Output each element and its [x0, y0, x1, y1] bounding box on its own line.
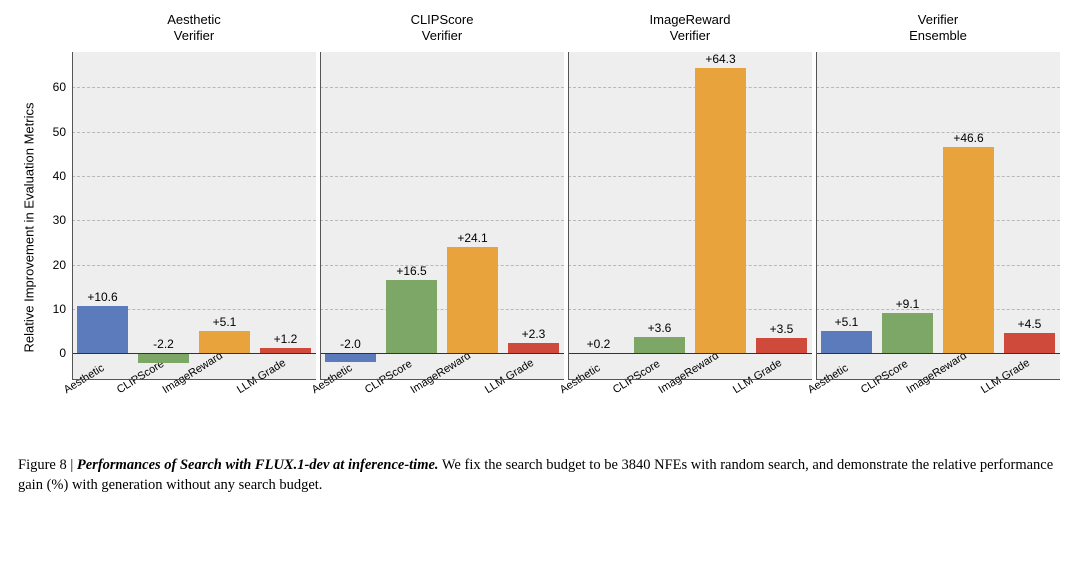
- bar: [325, 353, 375, 362]
- bar: [386, 280, 436, 353]
- plot-area: -2.0 +16.5 +24.1 +2.3: [320, 52, 564, 380]
- panel-title: ImageRewardVerifier: [568, 12, 812, 48]
- x-axis-spine: [320, 379, 564, 380]
- bar-value-label: +16.5: [396, 264, 426, 278]
- bar-value-label: +3.5: [770, 322, 794, 336]
- zero-line: [816, 353, 1060, 354]
- bar-value-label: +5.1: [213, 315, 237, 329]
- bar: [756, 338, 806, 354]
- y-tick-label: 60: [53, 80, 66, 94]
- bar-value-label: +3.6: [648, 321, 672, 335]
- panel: CLIPScoreVerifier -2.0 +16.5 +24.1 +2.3 Aesth…: [318, 12, 566, 442]
- y-axis-label: Relative Improvement in Evaluation Metri…: [22, 102, 37, 352]
- y-tick-label: 10: [53, 302, 66, 316]
- y-tick-label: 20: [53, 258, 66, 272]
- bar-value-label: +5.1: [835, 315, 859, 329]
- y-axis-spine: [72, 52, 73, 380]
- caption-figure-label: Figure 8: [18, 457, 67, 473]
- bar: [77, 306, 127, 353]
- panel: VerifierEnsemble +5.1 +9.1 +46.6 +4.5 Aesthet…: [814, 12, 1062, 442]
- bar: [1004, 333, 1054, 353]
- panel: ImageRewardVerifier +0.2 +3.6 +64.3 +3.5 Aest…: [566, 12, 814, 442]
- bar: [508, 343, 558, 353]
- panel: AestheticVerifier +10.6 -2.2 +5.1 +1.2 Aesthe…: [70, 12, 318, 442]
- plot-area: +5.1 +9.1 +46.6 +4.5: [816, 52, 1060, 380]
- panels-row: AestheticVerifier +10.6 -2.2 +5.1 +1.2 Aesthe…: [70, 12, 1062, 442]
- x-axis-spine: [568, 379, 812, 380]
- bar: [138, 353, 188, 363]
- bar: [943, 147, 993, 354]
- bar-value-label: +2.3: [522, 327, 546, 341]
- bar-value-label: +64.3: [705, 52, 735, 66]
- plot-area: +0.2 +3.6 +64.3 +3.5: [568, 52, 812, 380]
- bar: [199, 331, 249, 354]
- zero-line: [320, 353, 564, 354]
- y-axis-ticks: 0 10 20 30 40 50 60: [40, 12, 70, 442]
- bars-group: +5.1 +9.1 +46.6 +4.5: [816, 52, 1060, 380]
- plot-area: +10.6 -2.2 +5.1 +1.2: [72, 52, 316, 380]
- bar-value-label: +10.6: [87, 290, 117, 304]
- y-tick-label: 0: [59, 346, 66, 360]
- bar-value-label: +9.1: [896, 297, 920, 311]
- bar-value-label: +4.5: [1018, 317, 1042, 331]
- x-axis-spine: [816, 379, 1060, 380]
- x-axis-spine: [72, 379, 316, 380]
- y-axis-label-container: Relative Improvement in Evaluation Metri…: [18, 12, 40, 442]
- bar-value-label: +24.1: [457, 231, 487, 245]
- zero-line: [72, 353, 316, 354]
- y-axis-spine: [816, 52, 817, 380]
- panel-title: CLIPScoreVerifier: [320, 12, 564, 48]
- bar-value-label: +0.2: [587, 337, 611, 351]
- y-axis-spine: [568, 52, 569, 380]
- figure-container: Relative Improvement in Evaluation Metri…: [18, 12, 1062, 495]
- bar: [634, 337, 684, 353]
- panel-title: VerifierEnsemble: [816, 12, 1060, 48]
- bars-group: -2.0 +16.5 +24.1 +2.3: [320, 52, 564, 380]
- caption-separator: |: [67, 457, 77, 473]
- x-axis-labels: AestheticCLIPScoreImageRewardLLM Grade: [320, 380, 564, 442]
- y-tick-label: 30: [53, 213, 66, 227]
- bar: [821, 331, 871, 354]
- bars-group: +10.6 -2.2 +5.1 +1.2: [72, 52, 316, 380]
- y-tick-label: 50: [53, 125, 66, 139]
- chart-area: Relative Improvement in Evaluation Metri…: [18, 12, 1062, 442]
- y-tick-label: 40: [53, 169, 66, 183]
- x-axis-labels: AestheticCLIPScoreImageRewardLLM Grade: [72, 380, 316, 442]
- bar: [447, 247, 497, 354]
- bar-value-label: -2.2: [153, 337, 174, 351]
- x-axis-labels: AestheticCLIPScoreImageRewardLLM Grade: [568, 380, 812, 442]
- bar: [882, 313, 932, 353]
- y-axis-spine: [320, 52, 321, 380]
- figure-caption: Figure 8 | Performances of Search with F…: [18, 456, 1062, 495]
- bars-group: +0.2 +3.6 +64.3 +3.5: [568, 52, 812, 380]
- bar: [695, 68, 745, 353]
- panel-title: AestheticVerifier: [72, 12, 316, 48]
- bar-value-label: +46.6: [953, 131, 983, 145]
- bar-value-label: -2.0: [340, 337, 361, 351]
- caption-title: Performances of Search with FLUX.1-dev a…: [77, 457, 439, 473]
- x-axis-labels: AestheticCLIPScoreImageRewardLLM Grade: [816, 380, 1060, 442]
- zero-line: [568, 353, 812, 354]
- bar-value-label: +1.2: [274, 332, 298, 346]
